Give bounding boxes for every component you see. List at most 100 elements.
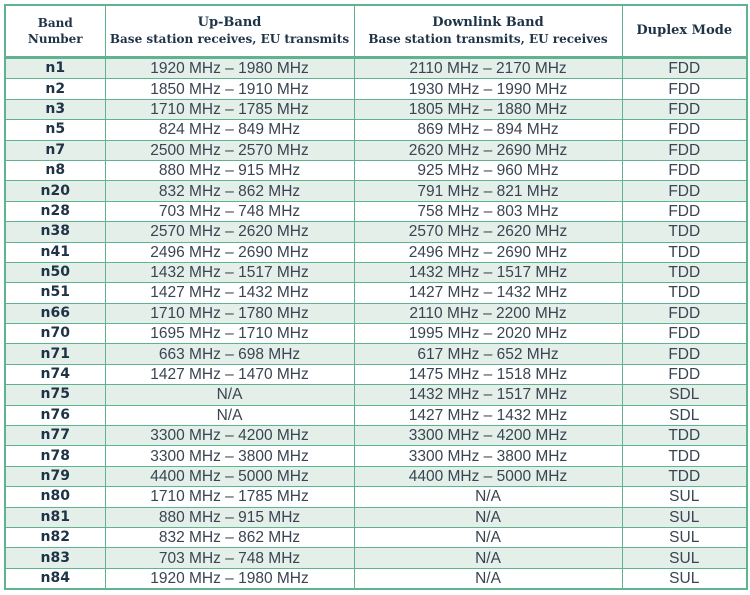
duplex-mode-cell: TDD — [621, 465, 748, 488]
band-number-cell: n70 — [4, 323, 106, 345]
downlink-range-cell: 2496 MHz – 2690 MHz — [353, 241, 623, 263]
uplink-range-cell: 663 MHz – 698 MHz — [104, 343, 355, 365]
uplink-range-cell: 1432 MHz – 1517 MHz — [104, 261, 355, 284]
table-header: Band Number Up-Band Base station receive… — [4, 4, 748, 58]
duplex-mode-cell: SUL — [621, 526, 748, 549]
downlink-range-cell: 925 MHz – 960 MHz — [353, 159, 623, 182]
duplex-mode-cell: TDD — [621, 425, 748, 447]
band-number-cell: n38 — [4, 221, 106, 243]
uplink-range-cell: N/A — [104, 404, 355, 427]
table-row: n20 832 MHz – 862 MHz 791 MHz – 821 MHz FDD — [4, 180, 748, 202]
downlink-range-cell: 4400 MHz – 5000 MHz — [353, 465, 623, 488]
table-row: n38 2570 MHz – 2620 MHz 2570 MHz – 2620 MH… — [4, 221, 748, 243]
duplex-mode-cell: FDD — [621, 78, 748, 100]
downlink-range-cell: 1805 MHz – 1880 MHz — [353, 98, 623, 121]
table-row: n28 703 MHz – 748 MHz 758 MHz – 803 MHz FDD — [4, 200, 748, 223]
nr-band-table: Band Number Up-Band Base station receive… — [4, 4, 748, 591]
downlink-range-cell: 617 MHz – 652 MHz — [353, 343, 623, 365]
band-number-cell: n51 — [4, 282, 106, 304]
band-number-cell: n66 — [4, 302, 106, 325]
table-row: n80 1710 MHz – 1785 MHz N/A SUL — [4, 486, 748, 508]
duplex-mode-cell: FDD — [621, 343, 748, 365]
duplex-mode-cell: FDD — [621, 363, 748, 386]
uplink-range-cell: 1695 MHz – 1710 MHz — [104, 323, 355, 345]
table-row: n2 1850 MHz – 1910 MHz 1930 MHz – 1990 MHz… — [4, 78, 748, 100]
duplex-mode-cell: FDD — [621, 139, 748, 161]
uplink-range-cell: 1710 MHz – 1780 MHz — [104, 302, 355, 325]
uplink-range-cell: 3300 MHz – 4200 MHz — [104, 425, 355, 447]
table-row: n7 2500 MHz – 2570 MHz 2620 MHz – 2690 MHz… — [4, 139, 748, 161]
table-row: n84 1920 MHz – 1980 MHz N/A SUL — [4, 567, 748, 590]
band-number-cell: n5 — [4, 119, 106, 141]
duplex-mode-cell: SUL — [621, 506, 748, 528]
uplink-range-cell: 4400 MHz – 5000 MHz — [104, 465, 355, 488]
downlink-header-title: Downlink Band — [432, 15, 544, 30]
band-number-cell: n28 — [4, 200, 106, 223]
band-number-cell: n79 — [4, 465, 106, 488]
duplex-mode-cell: TDD — [621, 261, 748, 284]
downlink-range-cell: 2110 MHz – 2200 MHz — [353, 302, 623, 325]
duplex-mode-cell: TDD — [621, 221, 748, 243]
downlink-range-cell: N/A — [353, 567, 623, 590]
band-header-line2: Number — [27, 32, 83, 46]
uplink-range-cell: 703 MHz – 748 MHz — [104, 200, 355, 223]
downlink-range-cell: 2110 MHz – 2170 MHz — [353, 56, 623, 80]
band-number-cell: n50 — [4, 261, 106, 284]
duplex-mode-cell: FDD — [621, 98, 748, 121]
duplex-mode-cell: FDD — [621, 302, 748, 325]
duplex-mode-header: Duplex Mode — [621, 4, 748, 58]
band-number-cell: n2 — [4, 78, 106, 100]
uplink-range-cell: 832 MHz – 862 MHz — [104, 180, 355, 202]
table-row: n82 832 MHz – 862 MHz N/A SUL — [4, 526, 748, 549]
downlink-header-subtitle: Base station transmits, EU receives — [368, 32, 608, 46]
uplink-range-cell: 1850 MHz – 1910 MHz — [104, 78, 355, 100]
duplex-mode-cell: FDD — [621, 56, 748, 80]
table-row: n51 1427 MHz – 1432 MHz 1427 MHz – 1432 MH… — [4, 282, 748, 304]
downlink-range-cell: 2620 MHz – 2690 MHz — [353, 139, 623, 161]
band-number-cell: n78 — [4, 445, 106, 467]
duplex-mode-cell: SUL — [621, 486, 748, 508]
band-number-cell: n84 — [4, 567, 106, 590]
band-number-cell: n80 — [4, 486, 106, 508]
table-row: n83 703 MHz – 748 MHz N/A SUL — [4, 547, 748, 569]
table-row: n41 2496 MHz – 2690 MHz 2496 MHz – 2690 MH… — [4, 241, 748, 263]
band-number-cell: n75 — [4, 384, 106, 406]
band-number-cell: n1 — [4, 56, 106, 80]
duplex-mode-cell: SDL — [621, 404, 748, 427]
uplink-range-cell: 1920 MHz – 1980 MHz — [104, 567, 355, 590]
table-row: n3 1710 MHz – 1785 MHz 1805 MHz – 1880 MHz… — [4, 98, 748, 121]
uplink-range-cell: 3300 MHz – 3800 MHz — [104, 445, 355, 467]
table-row: n75 N/A 1432 MHz – 1517 MHz SDL — [4, 384, 748, 406]
downlink-range-cell: 1432 MHz – 1517 MHz — [353, 261, 623, 284]
uplink-range-cell: 1710 MHz – 1785 MHz — [104, 98, 355, 121]
uplink-range-cell: 824 MHz – 849 MHz — [104, 119, 355, 141]
downlink-range-cell: N/A — [353, 547, 623, 569]
table-row: n71 663 MHz – 698 MHz 617 MHz – 652 MHz FDD — [4, 343, 748, 365]
table-row: n5 824 MHz – 849 MHz 869 MHz – 894 MHz FDD — [4, 119, 748, 141]
band-number-cell: n81 — [4, 506, 106, 528]
table-row: n66 1710 MHz – 1780 MHz 2110 MHz – 2200 MH… — [4, 302, 748, 325]
band-number-cell: n20 — [4, 180, 106, 202]
duplex-mode-cell: TDD — [621, 241, 748, 263]
uplink-range-cell: 1427 MHz – 1432 MHz — [104, 282, 355, 304]
table-row: n74 1427 MHz – 1470 MHz 1475 MHz – 1518 MH… — [4, 363, 748, 386]
duplex-header-title: Duplex Mode — [636, 23, 733, 38]
uplink-range-cell: 2496 MHz – 2690 MHz — [104, 241, 355, 263]
duplex-mode-cell: FDD — [621, 180, 748, 202]
band-number-cell: n76 — [4, 404, 106, 427]
uplink-range-cell: 880 MHz – 915 MHz — [104, 159, 355, 182]
downlink-range-cell: 869 MHz – 894 MHz — [353, 119, 623, 141]
downlink-range-cell: 758 MHz – 803 MHz — [353, 200, 623, 223]
downlink-range-cell: 1427 MHz – 1432 MHz — [353, 404, 623, 427]
duplex-mode-cell: FDD — [621, 159, 748, 182]
table-row: n70 1695 MHz – 1710 MHz 1995 MHz – 2020 MH… — [4, 323, 748, 345]
duplex-mode-cell: TDD — [621, 282, 748, 304]
downlink-header: Downlink Band Base station transmits, EU… — [353, 4, 623, 58]
downlink-range-cell: 1475 MHz – 1518 MHz — [353, 363, 623, 386]
duplex-mode-cell: SDL — [621, 384, 748, 406]
uplink-header-subtitle: Base station receives, EU transmits — [109, 32, 350, 46]
band-number-header: Band Number — [4, 4, 106, 58]
duplex-mode-cell: SUL — [621, 567, 748, 590]
table-row: n50 1432 MHz – 1517 MHz 1432 MHz – 1517 MH… — [4, 261, 748, 284]
duplex-mode-cell: SUL — [621, 547, 748, 569]
